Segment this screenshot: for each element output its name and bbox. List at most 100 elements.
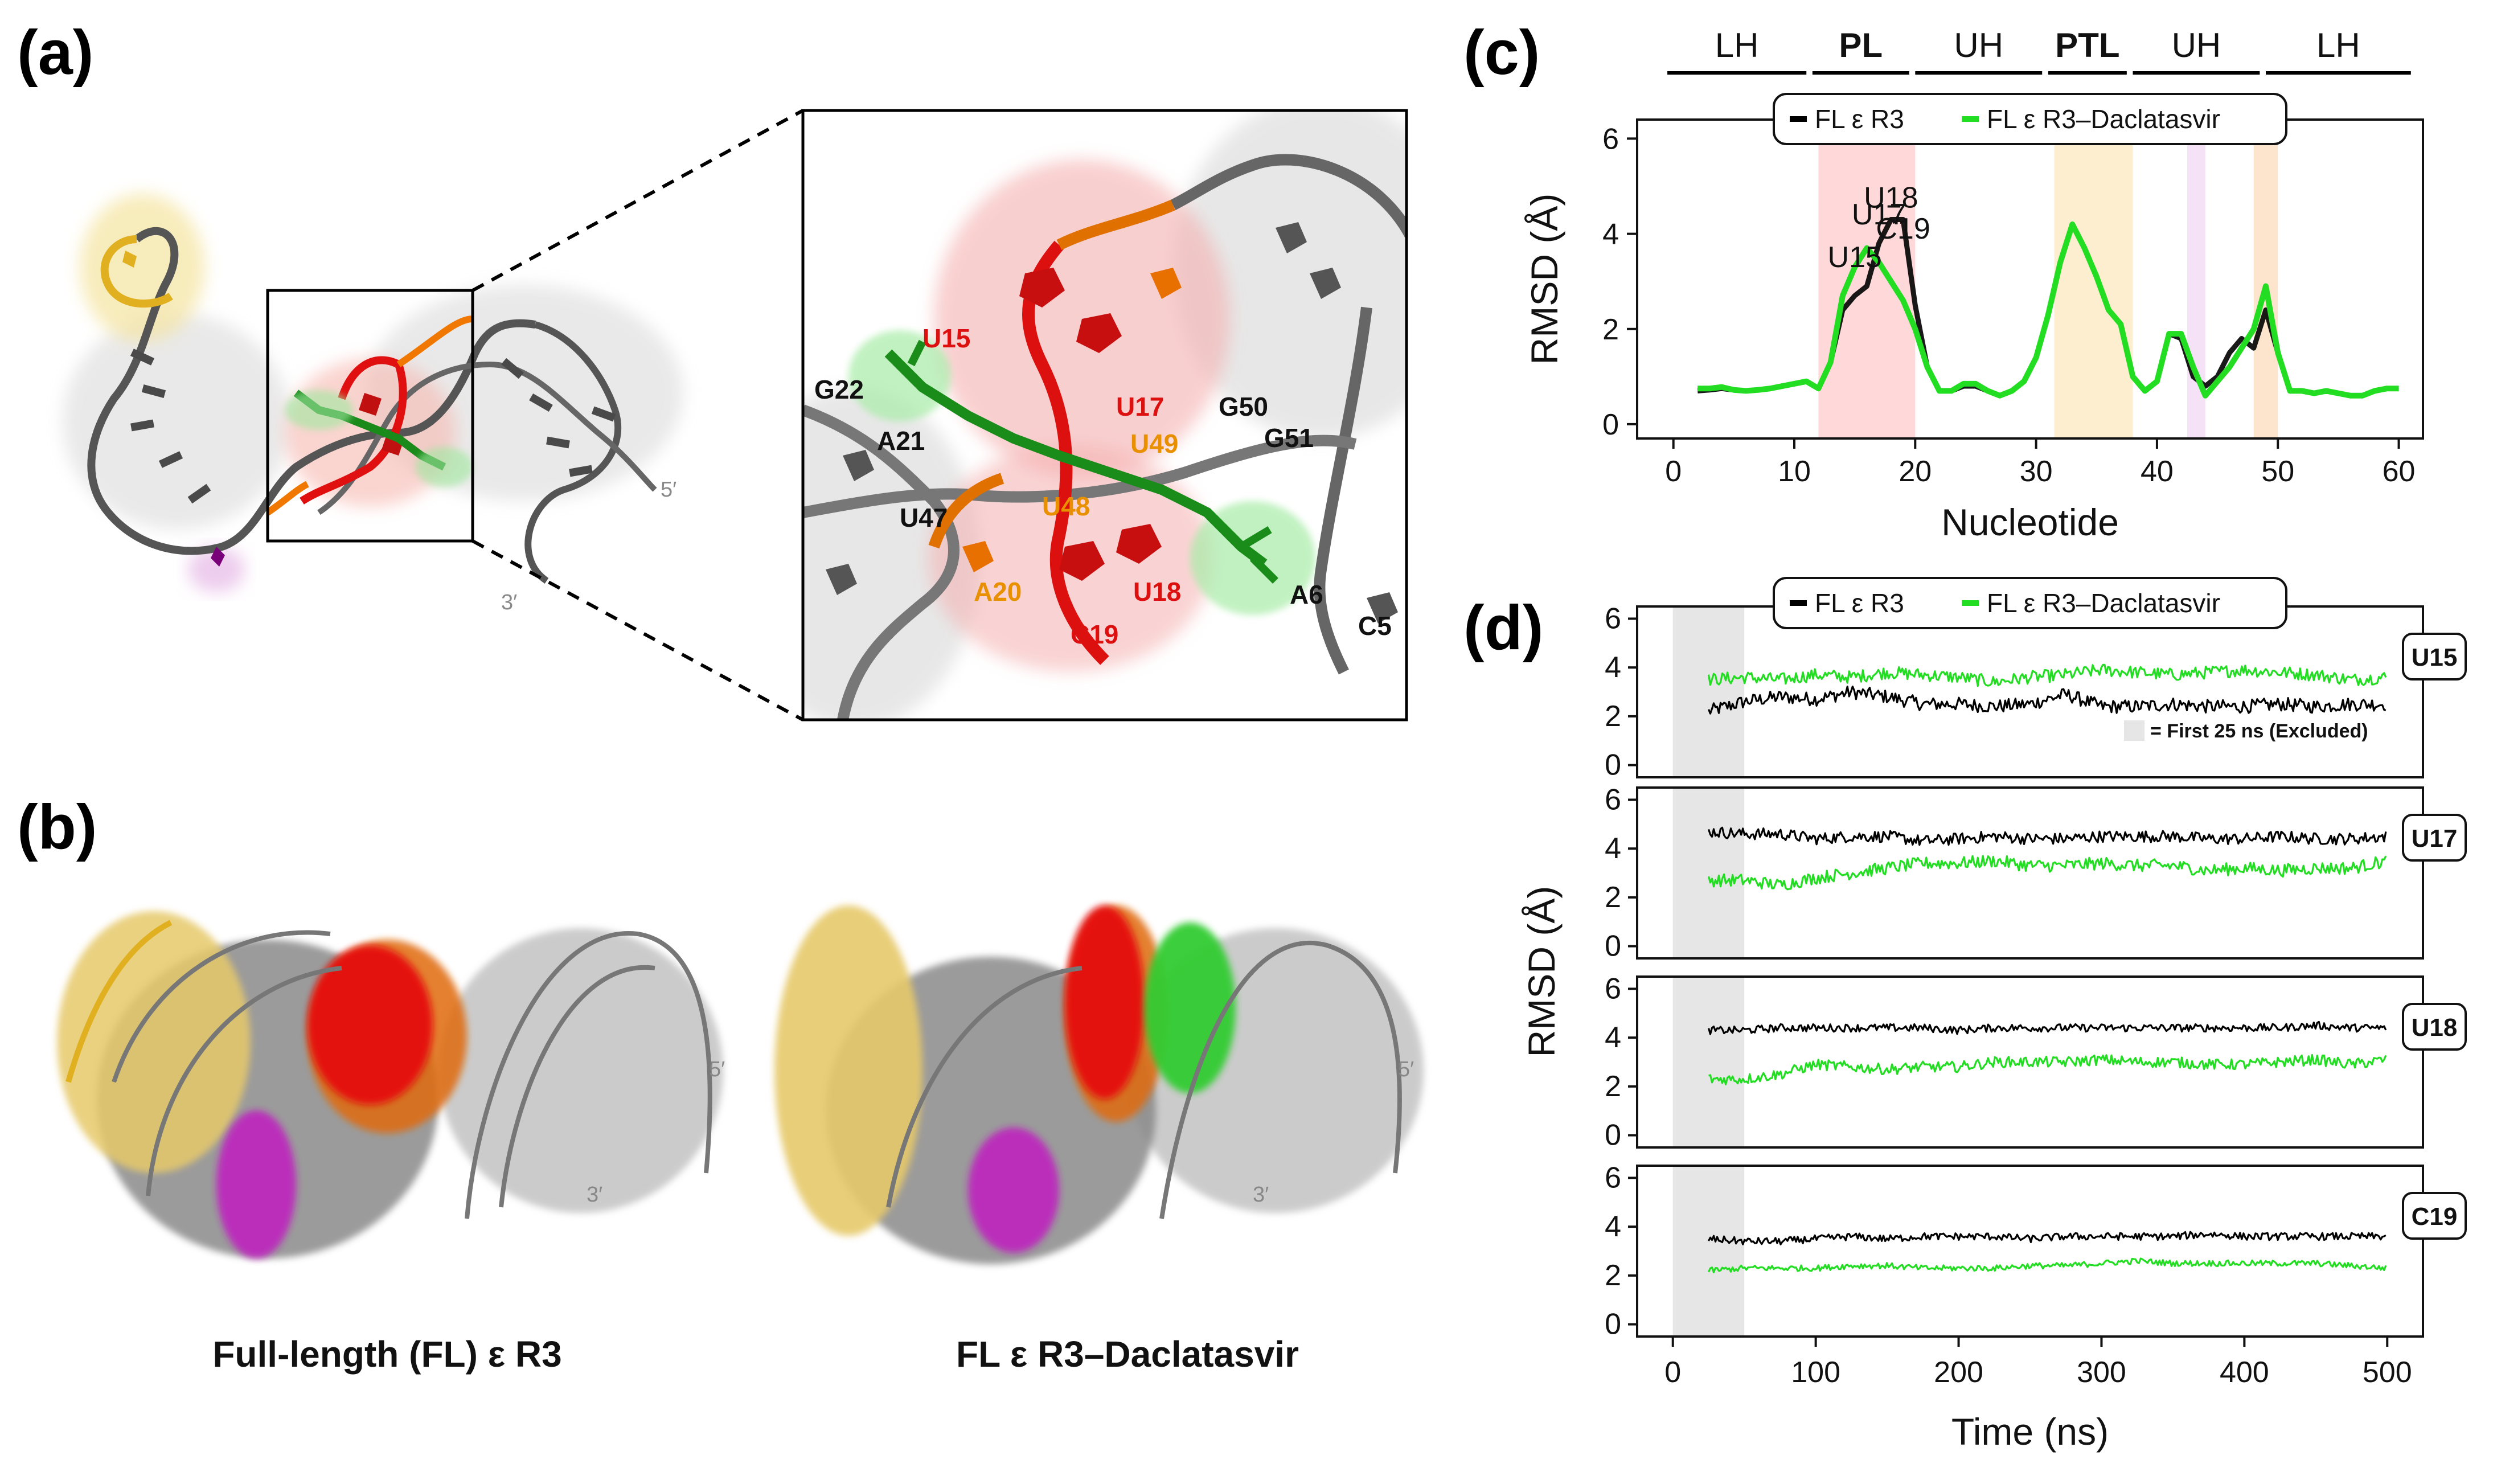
caption-fl-dacla: FL ε R3–Daclatasvir [956, 1334, 1299, 1375]
rna-structure-a [63, 194, 683, 592]
label-a21: A21 [877, 426, 925, 456]
residue-tag-box-U17 [2402, 814, 2467, 862]
y-tick-label-U18-0: 0 [1605, 1119, 1621, 1152]
axes-frame-U15 [1636, 605, 2424, 778]
zoom-panel [803, 110, 1407, 720]
zoom-box [266, 289, 474, 543]
label-c5: C5 [1358, 611, 1392, 641]
residue-tag-U17: U17 [2412, 825, 2458, 852]
trace-U18-1 [1708, 1053, 2387, 1085]
residue-tag-box-C19 [2402, 1192, 2467, 1240]
y-tick-label-U15-2: 2 [1605, 700, 1621, 733]
x-tick-label-60: 60 [2383, 455, 2416, 488]
axes-frame-C19 [1636, 1165, 2424, 1338]
trace-C19-1 [1708, 1257, 2387, 1273]
label-a6: A6 [1290, 580, 1323, 609]
exclude-note: = First 25 ns (Excluded) [2150, 720, 2368, 742]
subplot-U18: 0 2 4 6 U18 [1605, 972, 2467, 1152]
y-tick-label-6: 6 [1602, 122, 1619, 155]
residue-tag-box-U18 [2402, 1003, 2467, 1051]
end3-label-b-left: 3′ [587, 1183, 602, 1207]
y-tick-label-U17-2: 2 [1605, 881, 1621, 914]
y-tick-label-C19-0: 0 [1605, 1308, 1621, 1341]
excluded-region-U18 [1672, 977, 1745, 1147]
x-tick-label-50: 50 [2261, 455, 2294, 488]
label-u49: U49 [1130, 429, 1178, 458]
y-axis-title-c: RMSD (Å) [1523, 194, 1565, 365]
region-label-0: LH [1715, 26, 1759, 64]
rmsd-vs-time-chart: 0 2 4 6 U15 0 2 4 6 U17 0 2 4 6 U18 0 2 4 6 C19 0 100 200 300 40… [1520, 577, 2467, 1453]
trace-U15-0 [1708, 685, 2387, 715]
label-c19: C19 [1071, 620, 1118, 649]
y-tick-label-C19-6: 6 [1605, 1161, 1621, 1194]
region-label-5: LH [2316, 26, 2360, 64]
legend-label-fl-d: FL ε R3 [1815, 588, 1904, 618]
y-tick-label-U17-0: 0 [1605, 930, 1621, 963]
ensemble-dacla [774, 905, 1424, 1264]
y-tick-label-C19-2: 2 [1605, 1259, 1621, 1292]
y-tick-label-U17-4: 4 [1605, 832, 1621, 865]
zoom-line-bottom [471, 539, 804, 721]
panel-a-label: (a) [17, 18, 93, 88]
ensemble-fl [57, 911, 723, 1258]
label-u17: U17 [1116, 392, 1164, 421]
label-u47: U47 [900, 503, 948, 532]
trace-C19-0 [1708, 1231, 2387, 1245]
region-label-1: PL [1839, 26, 1883, 64]
label-u18: U18 [1133, 577, 1181, 606]
x-tick-label-d-400: 400 [2220, 1356, 2269, 1389]
zoom-line-top [471, 109, 804, 292]
annotation-U17: U17 [1852, 198, 1906, 231]
x-tick-label-d-300: 300 [2077, 1356, 2126, 1389]
residue-tag-box-U15 [2402, 633, 2467, 680]
region-label-2: UH [1954, 26, 2003, 64]
label-g22: G22 [814, 375, 864, 404]
label-g50: G50 [1219, 392, 1268, 421]
y-tick-label-U18-4: 4 [1605, 1021, 1621, 1054]
x-tick-label-d-500: 500 [2363, 1356, 2412, 1389]
y-tick-label-0: 0 [1602, 408, 1619, 441]
axes-frame-U17 [1636, 786, 2424, 960]
trace-U15-1 [1707, 663, 2387, 687]
x-tick-label-10: 10 [1778, 455, 1811, 488]
excluded-region-C19 [1672, 1166, 1745, 1337]
x-tick-label-30: 30 [2020, 455, 2053, 488]
annotation-U15: U15 [1827, 241, 1881, 274]
end3-label-b-right: 3′ [1253, 1183, 1269, 1207]
legend-box-d [1773, 577, 2287, 629]
y-tick-label-4: 4 [1602, 218, 1619, 251]
trace-U17-1 [1707, 855, 2387, 891]
x-tick-label-20: 20 [1899, 455, 1932, 488]
label-a20: A20 [974, 577, 1022, 606]
end3-label-a: 3′ [501, 591, 517, 614]
x-tick-label-d-200: 200 [1934, 1356, 1983, 1389]
legend-label-dacla-d: FL ε R3–Daclatasvir [1987, 588, 2220, 618]
caption-fl: Full-length (FL) ε R3 [212, 1334, 561, 1375]
y-tick-label-U15-6: 6 [1605, 602, 1621, 635]
excluded-region-U15 [1672, 606, 1745, 777]
legend-label-dacla-c: FL ε R3–Daclatasvir [1987, 104, 2220, 134]
zoom-panel-border [801, 109, 1408, 721]
rmsd-by-nucleotide-chart: LH PL UH PTL UH LH 0 10 20 30 40 50 60 0 2 4 6 Nucleotide… [1523, 26, 2424, 543]
subplot-U17: 0 2 4 6 U17 [1605, 783, 2467, 963]
axes-frame-U18 [1636, 975, 2424, 1149]
annotation-C19: C19 [1876, 212, 1930, 245]
y-tick-label-U15-0: 0 [1605, 749, 1621, 782]
panel-d-label: (d) [1463, 593, 1543, 663]
residue-tag-U15: U15 [2412, 643, 2458, 671]
x-tick-label-0: 0 [1665, 455, 1682, 488]
x-axis-title-d: Time (ns) [1951, 1411, 2109, 1453]
residue-tag-U18: U18 [2412, 1014, 2458, 1042]
end5-label-b-left: 5′ [709, 1057, 725, 1081]
y-tick-label-C19-4: 4 [1605, 1210, 1621, 1243]
y-tick-label-U17-6: 6 [1605, 783, 1621, 816]
x-tick-label-d-0: 0 [1664, 1356, 1681, 1389]
panel-b-label: (b) [17, 792, 97, 862]
legend-label-fl-c: FL ε R3 [1815, 104, 1904, 134]
region-label-4: UH [2172, 26, 2221, 64]
x-axis-title-c: Nucleotide [1941, 501, 2119, 543]
residue-tag-C19: C19 [2412, 1203, 2458, 1231]
excluded-region-U17 [1672, 788, 1745, 958]
end5-label-b-right: 5′ [1398, 1057, 1414, 1081]
